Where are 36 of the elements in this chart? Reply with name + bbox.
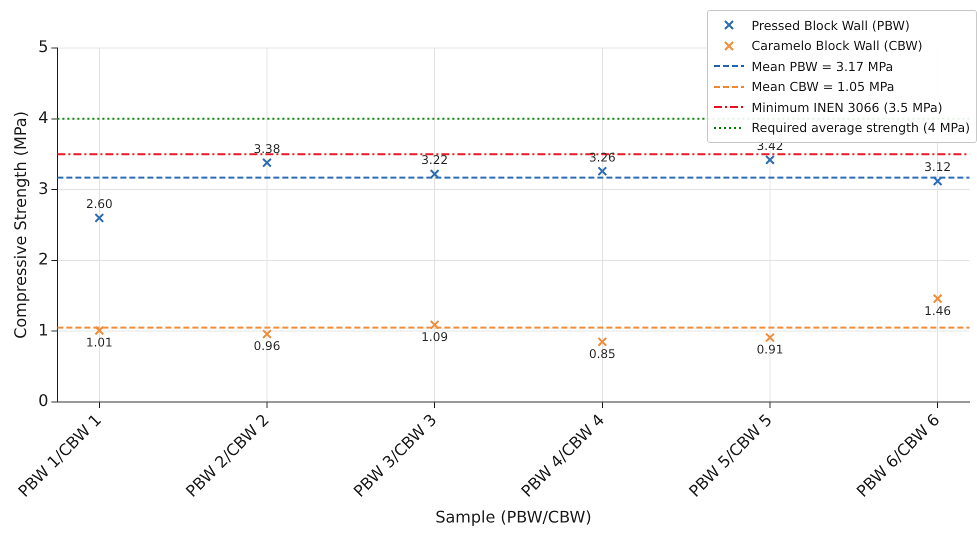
data-label: 0.85	[588, 346, 616, 361]
data-label: 1.46	[924, 304, 951, 318]
point	[765, 332, 775, 342]
y-tick-label: 1	[38, 320, 48, 340]
y-tick-label: 0	[38, 391, 48, 410]
data-label: 0.96	[254, 339, 280, 354]
point	[94, 326, 104, 336]
ref-line-label: Required average strength (4 MPa)	[752, 120, 970, 136]
y-tick-label: 3	[38, 178, 48, 198]
data-label: 3.38	[254, 142, 280, 156]
legend-label: Mean CBW = 1.05 MPa	[752, 79, 894, 94]
point	[430, 320, 440, 330]
data-label: 3.12	[924, 160, 951, 174]
data-label: 3.22	[421, 153, 448, 168]
point	[597, 336, 608, 347]
point	[262, 158, 272, 168]
y-tick-label: 2	[38, 250, 48, 269]
point	[94, 213, 104, 223]
data-label: 0.91	[756, 342, 784, 357]
point	[932, 176, 943, 186]
y-axis-title: Compressive Strength (MPa)	[10, 111, 30, 339]
legend-label: Mean PBW = 3.17 MPa	[752, 58, 894, 74]
point	[765, 154, 775, 165]
point	[932, 294, 943, 304]
data-label: 1.09	[421, 330, 448, 344]
point	[430, 169, 440, 179]
point	[262, 329, 272, 339]
legend-label: Minimum INEN 3066 (3.5 MPa)	[752, 100, 942, 115]
y-tick-label: 4	[38, 108, 48, 127]
x-axis-title: Sample (PBW/CBW)	[435, 508, 592, 527]
legend-label: Pressed Block Wall (PBW)	[752, 18, 910, 33]
point	[597, 166, 608, 176]
data-label: 1.01	[86, 336, 113, 350]
legend-label: Caramelo Block Wall (CBW)	[752, 38, 923, 54]
data-label: 2.60	[86, 197, 113, 212]
y-tick-label: 5	[38, 37, 48, 56]
